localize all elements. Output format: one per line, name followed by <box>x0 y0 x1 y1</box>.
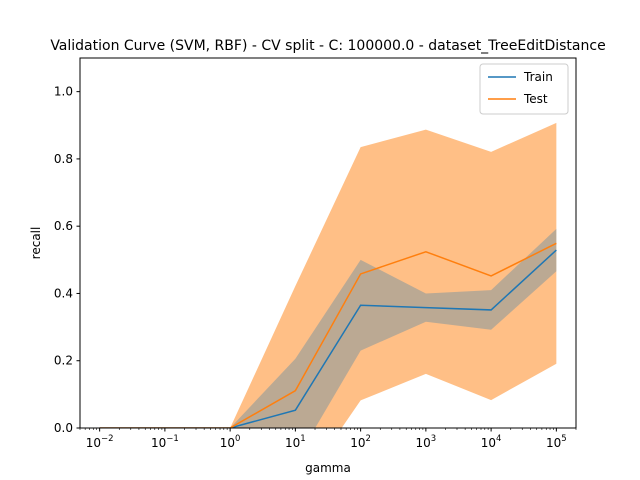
test-line <box>99 242 557 428</box>
y-axis-label: recall <box>29 227 43 260</box>
y-tick-label: 0.0 <box>54 421 73 435</box>
legend-label-train: Train <box>523 70 553 84</box>
x-tick-label: 104 <box>481 434 502 450</box>
y-tick-label: 0.6 <box>54 219 73 233</box>
x-tick-label: 10−1 <box>151 434 179 450</box>
x-tick-label: 10−2 <box>86 434 114 450</box>
legend-label-test: Test <box>523 92 548 106</box>
x-tick-label: 103 <box>416 434 437 450</box>
x-tick-label: 102 <box>350 434 371 450</box>
chart-title: Validation Curve (SVM, RBF) - CV split -… <box>50 38 605 54</box>
x-tick-label: 100 <box>220 434 241 450</box>
x-tick-label: 101 <box>285 434 306 450</box>
train-band <box>99 228 557 428</box>
legend: Train Test <box>479 63 569 115</box>
train-line <box>99 249 557 428</box>
x-axis-label: gamma <box>305 461 351 475</box>
y-tick-label: 1.0 <box>54 85 73 99</box>
plot-frame <box>79 57 577 429</box>
test-band <box>99 122 557 428</box>
y-tick-label: 0.2 <box>54 354 73 368</box>
y-tick-label: 0.4 <box>54 286 73 300</box>
x-tick-label: 105 <box>546 434 567 450</box>
y-tick-label: 0.8 <box>54 152 73 166</box>
